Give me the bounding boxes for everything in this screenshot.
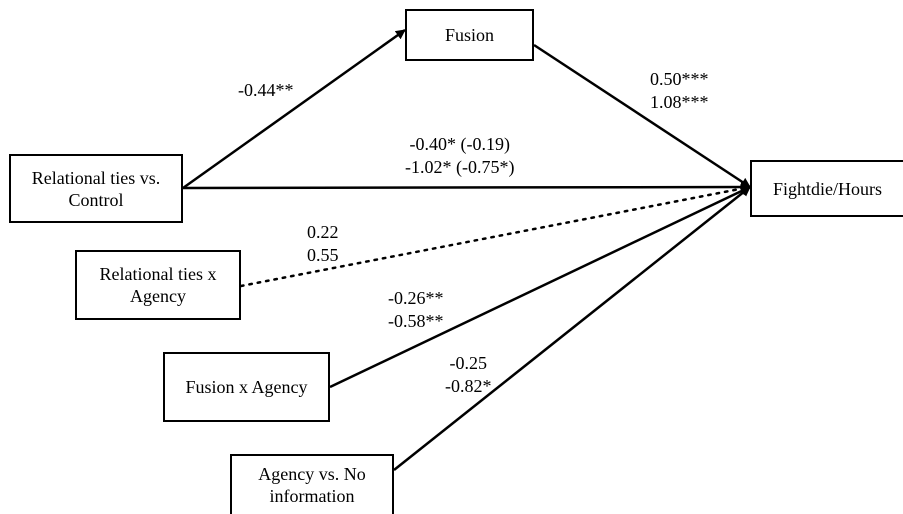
arrow-relational-agency-to-outcome (239, 183, 752, 288)
arrow-relational-to-outcome (182, 182, 751, 193)
node-agency-noinfo-line-2: information (269, 486, 355, 506)
arrow-fusion-agency-to-outcome (329, 185, 751, 389)
coefficient-line: 0.50*** (650, 69, 709, 89)
node-agency-noinfo-line-1: Agency vs. No (258, 464, 366, 484)
coefficient-agency-noinfo-to-outcome: -0.25 -0.82* (445, 352, 492, 398)
node-relational-control-line-2: Control (68, 189, 124, 210)
node-agency-vs-no-information: Agency vs. No information (230, 454, 394, 514)
node-fusion-x-agency: Fusion x Agency (163, 352, 330, 422)
coefficient-line: -0.58** (388, 311, 444, 331)
arrow-fusion-to-outcome (533, 43, 751, 189)
coefficient-line: 0.22 (307, 222, 339, 242)
node-relational-control-line-1: Relational ties vs. (31, 167, 161, 188)
arrow-relational-to-fusion (182, 28, 406, 190)
node-relational-agency-line-2: Agency (130, 286, 186, 306)
coefficient-line: -0.44** (238, 80, 294, 100)
coefficient-line: -0.25 (449, 353, 488, 373)
node-fightdie-hours: Fightdie/Hours (750, 160, 903, 217)
coefficient-line: -0.26** (388, 288, 444, 308)
coefficient-line: -0.40* (-0.19) (409, 134, 510, 154)
coefficient-relational-to-fusion: -0.44** (238, 79, 294, 102)
coefficient-relational-to-outcome: -0.40* (-0.19) -1.02* (-0.75*) (405, 133, 514, 179)
coefficient-fusion-agency-to-outcome: -0.26** -0.58** (388, 287, 444, 333)
coefficient-relational-agency-to-outcome: 0.22 0.55 (307, 221, 339, 267)
coefficient-line: 0.55 (307, 245, 339, 265)
coefficient-line: -1.02* (-0.75*) (405, 157, 515, 177)
node-outcome-label: Fightdie/Hours (772, 178, 882, 199)
node-fusion-label: Fusion (444, 25, 495, 45)
coefficient-line: -0.82* (445, 376, 492, 396)
node-relational-agency-line-1: Relational ties x (99, 264, 217, 284)
node-relational-ties-vs-control: Relational ties vs. Control (9, 154, 183, 223)
coefficient-line: 1.08*** (650, 92, 709, 112)
node-fusion-agency-label: Fusion x Agency (185, 377, 308, 397)
node-fusion: Fusion (405, 9, 534, 61)
coefficient-fusion-to-outcome: 0.50*** 1.08*** (650, 68, 709, 114)
arrow-agency-noinfo-to-outcome (393, 186, 751, 471)
node-relational-ties-x-agency: Relational ties x Agency (75, 250, 241, 320)
